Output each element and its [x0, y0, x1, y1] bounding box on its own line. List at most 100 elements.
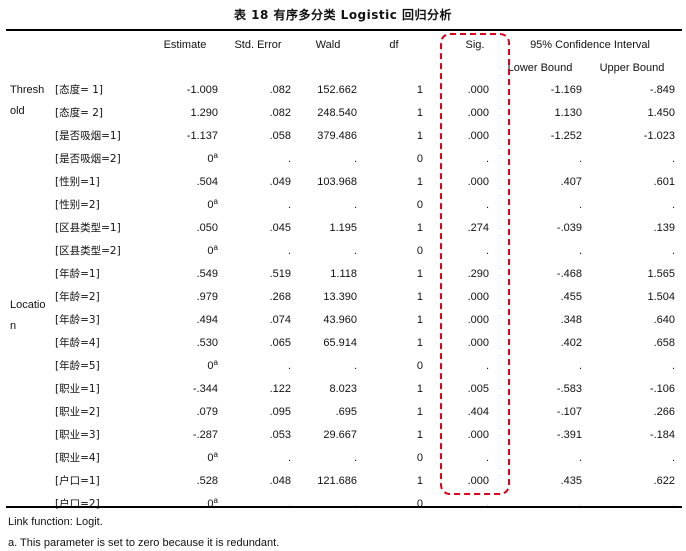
std-error-cell: .082: [225, 83, 291, 97]
df-cell-text: 1: [416, 337, 423, 349]
upper-bound-cell-text: -.106: [649, 383, 675, 395]
sig-cell-text: .000: [467, 429, 489, 441]
param-cell-text: [年龄=3]: [55, 314, 100, 326]
param-cell: [态度= 2]: [55, 106, 175, 120]
std-error-cell: .: [225, 497, 291, 511]
estimate-cell-text: .549: [196, 268, 218, 280]
std-error-cell-text: .: [287, 245, 291, 257]
sig-cell-text: .005: [467, 383, 489, 395]
std-error-cell: .268: [225, 290, 291, 304]
wald-cell-text: 13.390: [323, 291, 357, 303]
wald-cell-text: .695: [335, 406, 357, 418]
df-cell-text: 1: [416, 475, 423, 487]
df-cell: 0: [380, 152, 423, 166]
std-error-cell-text: .: [287, 199, 291, 211]
df-cell: 1: [380, 336, 423, 350]
footnote-redundant: a. This parameter is set to zero because…: [8, 537, 280, 549]
lower-bound-cell: -.039: [500, 221, 582, 235]
lower-bound-cell: -1.169: [500, 83, 582, 97]
wald-cell: 103.968: [300, 175, 357, 189]
footnote-marker: a: [213, 151, 218, 160]
sig-cell: .: [440, 198, 489, 212]
estimate-cell-text: .530: [196, 337, 218, 349]
upper-bound-cell: 1.450: [592, 106, 675, 120]
estimate-cell-text: -.344: [192, 383, 218, 395]
param-cell: [年龄=4]: [55, 336, 175, 350]
upper-bound-cell: .622: [592, 474, 675, 488]
df-cell-text: 0: [416, 498, 423, 510]
lower-bound-cell: .: [500, 152, 582, 166]
df-cell-text: 1: [416, 84, 423, 96]
lower-bound-cell-text: .402: [560, 337, 582, 349]
wald-cell: .: [300, 244, 357, 258]
header-lower-bound: Lower Bound: [507, 62, 573, 74]
upper-bound-cell-text: .266: [653, 406, 675, 418]
df-cell: 1: [380, 290, 423, 304]
wald-cell-text: 248.540: [317, 107, 357, 119]
std-error-cell-text: .058: [269, 130, 291, 142]
param-cell: [性别=1]: [55, 175, 175, 189]
sig-cell-text: .274: [467, 222, 489, 234]
df-cell-text: 1: [416, 222, 423, 234]
upper-bound-cell-text: 1.450: [647, 107, 675, 119]
sig-cell-text: .: [485, 498, 489, 510]
estimate-cell: 1.290: [150, 106, 218, 120]
footnote-marker: a: [213, 496, 218, 505]
upper-bound-cell-text: 1.565: [647, 268, 675, 280]
wald-cell-text: 65.914: [323, 337, 357, 349]
upper-bound-cell-text: 1.504: [647, 291, 675, 303]
std-error-cell-text: .049: [269, 176, 291, 188]
param-cell: [职业=2]: [55, 405, 175, 419]
estimate-cell: 0a: [150, 244, 218, 258]
lower-bound-cell-text: 1.130: [554, 107, 582, 119]
upper-bound-cell: .139: [592, 221, 675, 235]
estimate-cell: 0a: [150, 497, 218, 511]
std-error-cell-text: .095: [269, 406, 291, 418]
sig-cell: .: [440, 152, 489, 166]
std-error-cell: .053: [225, 428, 291, 442]
upper-bound-cell: -.106: [592, 382, 675, 396]
std-error-cell-text: .519: [269, 268, 291, 280]
upper-bound-cell: .658: [592, 336, 675, 350]
wald-cell-text: 379.486: [317, 130, 357, 142]
upper-bound-cell: -.849: [592, 83, 675, 97]
estimate-cell: 0a: [150, 198, 218, 212]
lower-bound-cell: 1.130: [500, 106, 582, 120]
sig-cell-text: .000: [467, 130, 489, 142]
param-cell: [区县类型=1]: [55, 221, 175, 235]
df-cell-text: 1: [416, 406, 423, 418]
sig-cell: .290: [440, 267, 489, 281]
std-error-cell-text: .048: [269, 475, 291, 487]
std-error-cell: .: [225, 152, 291, 166]
header-estimate: Estimate: [163, 39, 207, 51]
df-cell: 1: [380, 175, 423, 189]
estimate-cell-text: 0: [207, 498, 214, 510]
df-cell: 1: [380, 221, 423, 235]
upper-bound-cell-text: .: [671, 245, 675, 257]
param-cell-text: [职业=4]: [55, 452, 100, 464]
header-upper-bound: Upper Bound: [599, 62, 665, 74]
sig-cell: .000: [440, 129, 489, 143]
lower-bound-cell-text: -.039: [556, 222, 582, 234]
wald-cell-text: 1.195: [329, 222, 357, 234]
wald-cell: 379.486: [300, 129, 357, 143]
upper-bound-cell-text: -1.023: [643, 130, 675, 142]
df-cell: 1: [380, 313, 423, 327]
std-error-cell: .: [225, 359, 291, 373]
sig-cell: .000: [440, 175, 489, 189]
wald-cell-text: .: [353, 498, 357, 510]
wald-cell: 43.960: [300, 313, 357, 327]
param-cell-text: [区县类型=2]: [55, 245, 121, 257]
df-cell-text: 0: [416, 360, 423, 372]
param-cell-text: [是否吸烟=1]: [55, 130, 121, 142]
wald-cell: 121.686: [300, 474, 357, 488]
footnote-marker: a: [213, 197, 218, 206]
upper-bound-cell: .: [592, 359, 675, 373]
estimate-cell-text: .050: [196, 222, 218, 234]
df-cell: 1: [380, 474, 423, 488]
lower-bound-cell-text: .: [578, 498, 582, 510]
wald-cell-text: .: [353, 153, 357, 165]
upper-bound-cell: .640: [592, 313, 675, 327]
std-error-cell: .095: [225, 405, 291, 419]
wald-cell: 1.118: [300, 267, 357, 281]
